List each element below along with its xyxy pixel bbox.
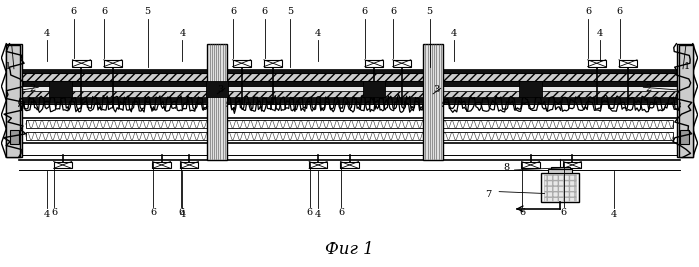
- Text: 1: 1: [684, 62, 691, 71]
- Bar: [19, 73, 680, 81]
- Bar: [103, 60, 122, 67]
- Bar: [541, 173, 579, 202]
- Text: 2: 2: [646, 84, 652, 93]
- Text: 6: 6: [390, 7, 396, 17]
- Bar: [340, 162, 359, 168]
- Bar: [208, 44, 227, 160]
- Text: 6: 6: [617, 7, 623, 17]
- Text: 4: 4: [315, 210, 322, 219]
- Bar: [19, 96, 680, 103]
- Text: 6: 6: [307, 208, 313, 217]
- Text: 3: 3: [433, 85, 440, 95]
- Circle shape: [366, 88, 382, 94]
- Text: 6: 6: [519, 208, 525, 217]
- Text: 5: 5: [426, 7, 433, 17]
- Text: 6: 6: [561, 208, 567, 217]
- Text: 6: 6: [338, 208, 344, 217]
- Text: 4: 4: [179, 29, 185, 38]
- Bar: [26, 132, 673, 140]
- Circle shape: [52, 88, 69, 94]
- Bar: [206, 81, 229, 96]
- Bar: [19, 91, 680, 96]
- Bar: [619, 60, 637, 67]
- Text: 6: 6: [261, 7, 268, 17]
- Bar: [73, 60, 90, 67]
- Bar: [544, 174, 577, 201]
- Text: 4: 4: [43, 29, 50, 38]
- Text: 5: 5: [287, 7, 294, 17]
- Bar: [309, 162, 327, 168]
- Bar: [50, 81, 72, 96]
- Bar: [679, 45, 693, 157]
- Bar: [6, 44, 22, 157]
- Text: 2: 2: [29, 84, 36, 93]
- Bar: [19, 69, 680, 73]
- Text: Фиг 1: Фиг 1: [325, 241, 374, 258]
- Bar: [264, 60, 282, 67]
- Bar: [54, 162, 72, 168]
- Text: 6: 6: [101, 7, 108, 17]
- Bar: [424, 44, 442, 160]
- Bar: [548, 169, 572, 173]
- Bar: [551, 167, 570, 169]
- Text: 4: 4: [451, 29, 457, 38]
- Circle shape: [209, 88, 226, 94]
- Bar: [588, 60, 606, 67]
- Circle shape: [522, 88, 539, 94]
- Text: 6: 6: [150, 208, 157, 217]
- Bar: [363, 81, 385, 96]
- Bar: [19, 87, 680, 91]
- Bar: [10, 129, 19, 144]
- Text: 6: 6: [71, 7, 77, 17]
- Bar: [19, 81, 680, 87]
- Text: 3: 3: [217, 85, 224, 95]
- Bar: [563, 162, 582, 168]
- Text: 4: 4: [315, 29, 322, 38]
- Text: 8: 8: [503, 163, 509, 172]
- Bar: [680, 129, 689, 144]
- Bar: [26, 120, 673, 128]
- Text: 5: 5: [145, 7, 151, 17]
- Text: 1: 1: [5, 62, 11, 71]
- Bar: [677, 44, 693, 157]
- Bar: [180, 162, 199, 168]
- Text: 4: 4: [611, 210, 617, 219]
- Bar: [521, 162, 540, 168]
- Text: 7: 7: [486, 190, 492, 199]
- Text: 6: 6: [230, 7, 236, 17]
- Bar: [519, 81, 542, 96]
- Text: 4: 4: [43, 210, 50, 219]
- Text: 4: 4: [597, 29, 603, 38]
- Bar: [365, 60, 383, 67]
- Text: 6: 6: [585, 7, 591, 17]
- Text: 6: 6: [178, 208, 184, 217]
- Text: 4: 4: [179, 210, 185, 219]
- Text: 6: 6: [51, 208, 57, 217]
- Bar: [393, 60, 411, 67]
- Text: 6: 6: [362, 7, 368, 17]
- Bar: [6, 45, 20, 157]
- Bar: [233, 60, 251, 67]
- Bar: [152, 162, 171, 168]
